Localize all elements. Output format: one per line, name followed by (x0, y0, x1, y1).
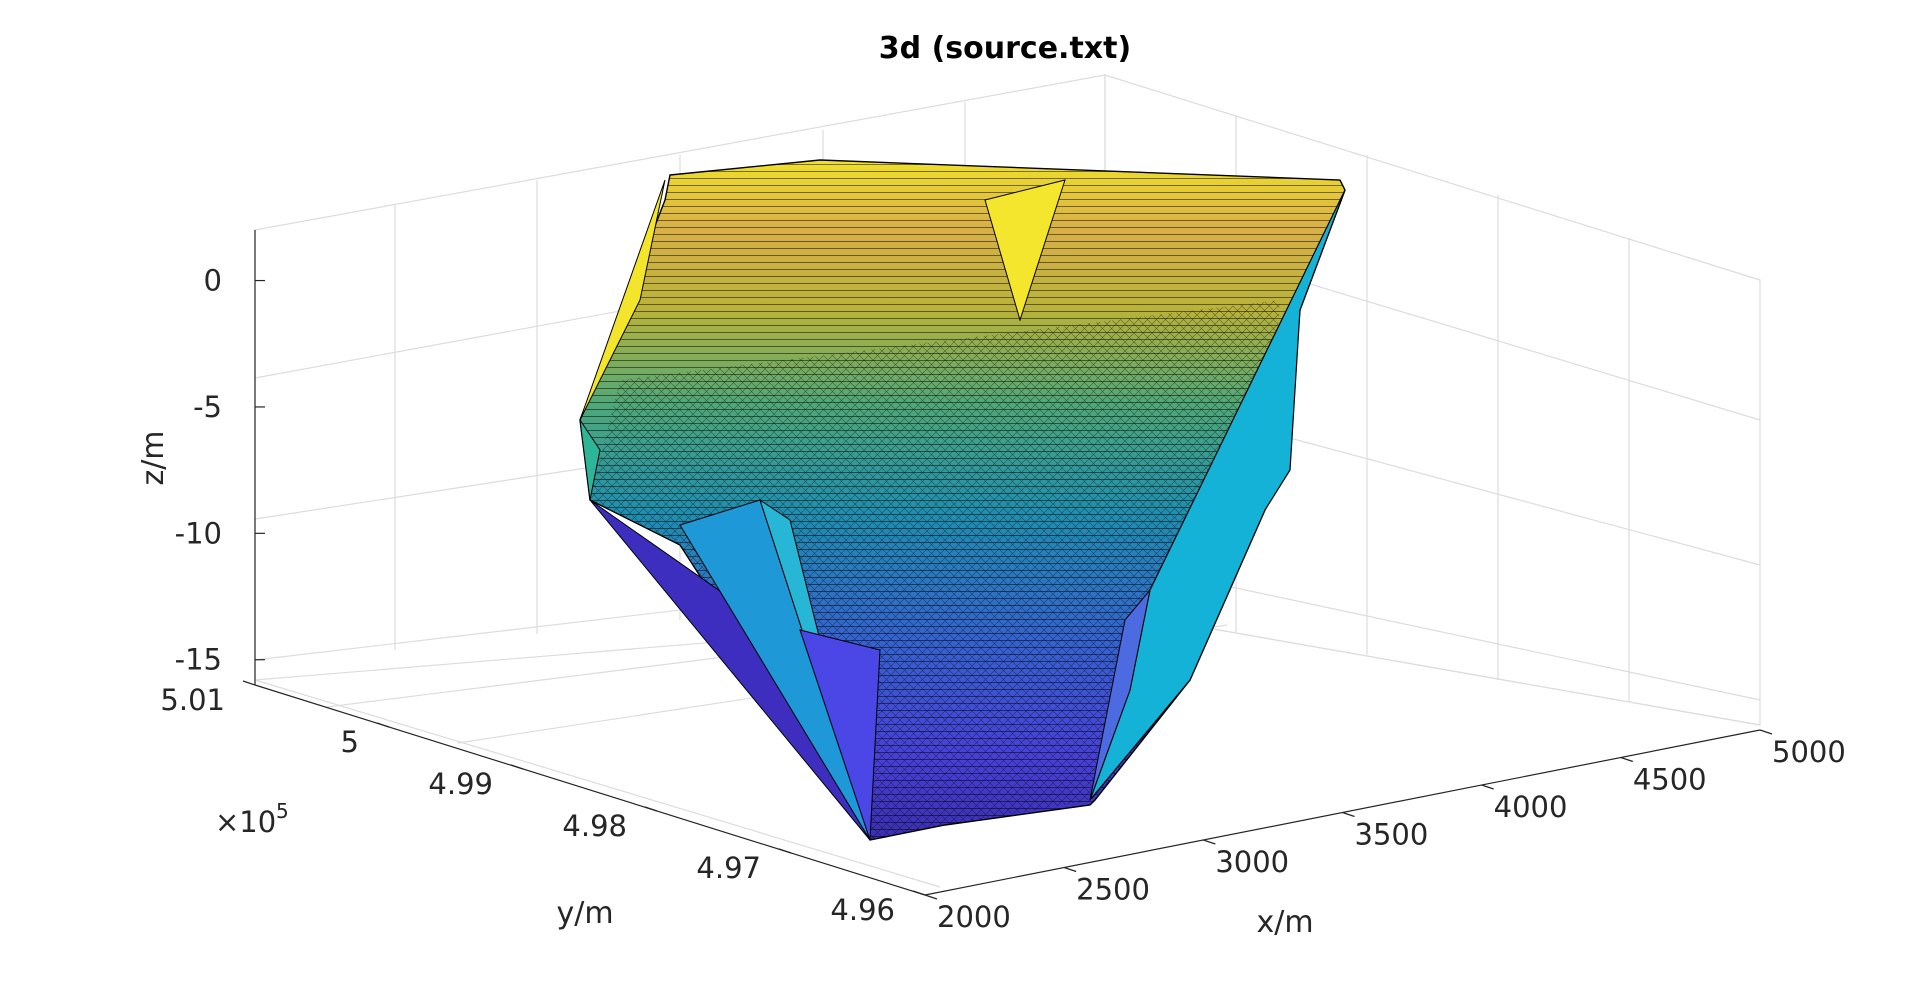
x-tick-label-mark (1620, 756, 1634, 763)
left-yellow-facet (579, 179, 666, 421)
x-tick-label-mark (1759, 729, 1773, 735)
x-ticks: 2000 2500 3000 3500 4000 4500 5000 (924, 729, 1846, 934)
x-tick-label-mark (1063, 866, 1077, 873)
left-green-facet (579, 419, 601, 501)
y-tick-label: 4.98 (562, 809, 627, 843)
x-axis-label: x/m (1256, 905, 1313, 940)
y-tick-label-mark (912, 890, 926, 896)
center-yellow-notch (984, 179, 1066, 322)
chart-title: 3d (source.txt) (879, 31, 1131, 66)
z-axis-label: z/m (136, 430, 171, 485)
x-tick-label: 2000 (937, 900, 1011, 934)
y-tick-label-mark (778, 848, 792, 854)
x-tick-label-mark (1342, 811, 1355, 818)
y-tick-label: 4.96 (830, 893, 895, 927)
z-ticks: -15 -10 -5 0 (175, 264, 265, 677)
z-tick-label: -15 (175, 643, 222, 677)
x-tick-label-mark (1203, 839, 1216, 845)
y-ticks: 5.01 5 4.99 4.98 4.97 4.96 (160, 680, 926, 927)
y-tick-label: 4.99 (428, 767, 493, 801)
y-axis-label: y/m (556, 896, 613, 931)
x-tick-label-mark (924, 894, 938, 900)
x-tick-label: 5000 (1772, 735, 1846, 769)
x-tick-label: 2500 (1076, 873, 1150, 907)
x-tick-label-mark (1481, 784, 1494, 790)
z-tick-label: -10 (175, 516, 222, 550)
y-exponent-base: ×10 (215, 805, 276, 839)
y-tick-label: 5.01 (160, 683, 225, 717)
y-tick-label: 5 (341, 725, 359, 759)
x-tick-label: 4500 (1633, 763, 1707, 797)
y-tick-label-mark (242, 680, 256, 686)
surface-mesh (579, 159, 1346, 841)
x-tick-label: 4000 (1494, 790, 1568, 824)
z-tick-label: -5 (193, 390, 222, 424)
x-tick-label: 3000 (1215, 845, 1289, 879)
y-tick-label-mark (644, 806, 658, 812)
z-tick-label: 0 (204, 264, 222, 298)
y-exponent-power: 5 (276, 799, 289, 823)
y-exponent: ×10 5 (215, 799, 289, 839)
x-tick-label: 3500 (1355, 818, 1429, 852)
y-tick-label-mark (510, 764, 524, 770)
y-tick-label-mark (376, 722, 390, 728)
y-tick-label: 4.97 (696, 851, 761, 885)
